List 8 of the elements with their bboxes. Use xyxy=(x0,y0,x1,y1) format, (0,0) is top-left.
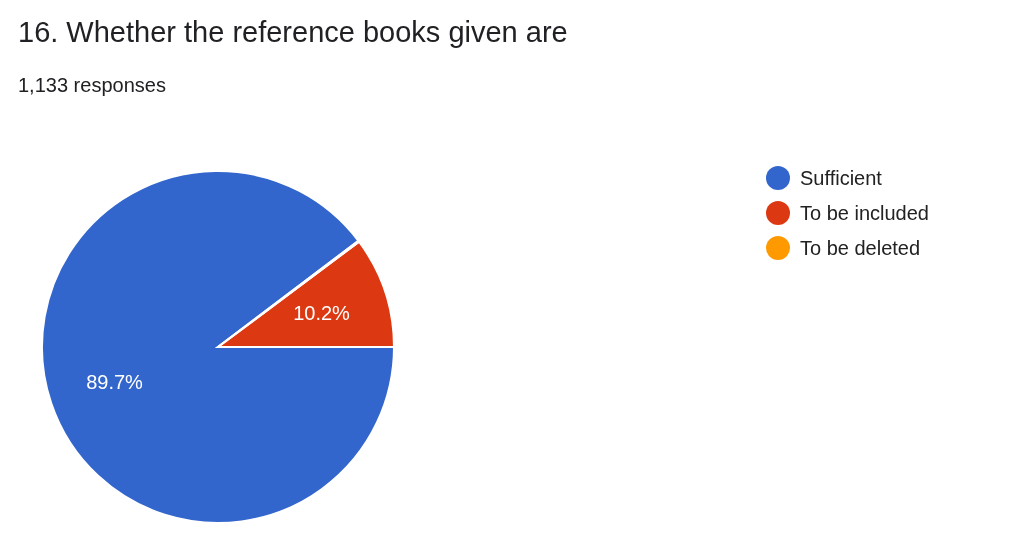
legend-label: Sufficient xyxy=(800,166,882,190)
pie-slice xyxy=(41,170,395,524)
chart-subtitle: 1,133 responses xyxy=(18,74,166,97)
legend-label: To be deleted xyxy=(800,236,921,260)
data-label: 89.7% xyxy=(86,370,144,393)
chart-title: 16. Whether the reference books given are xyxy=(18,16,568,49)
legend-label: To be included xyxy=(800,201,929,225)
data-label: 10.2% xyxy=(293,301,351,324)
